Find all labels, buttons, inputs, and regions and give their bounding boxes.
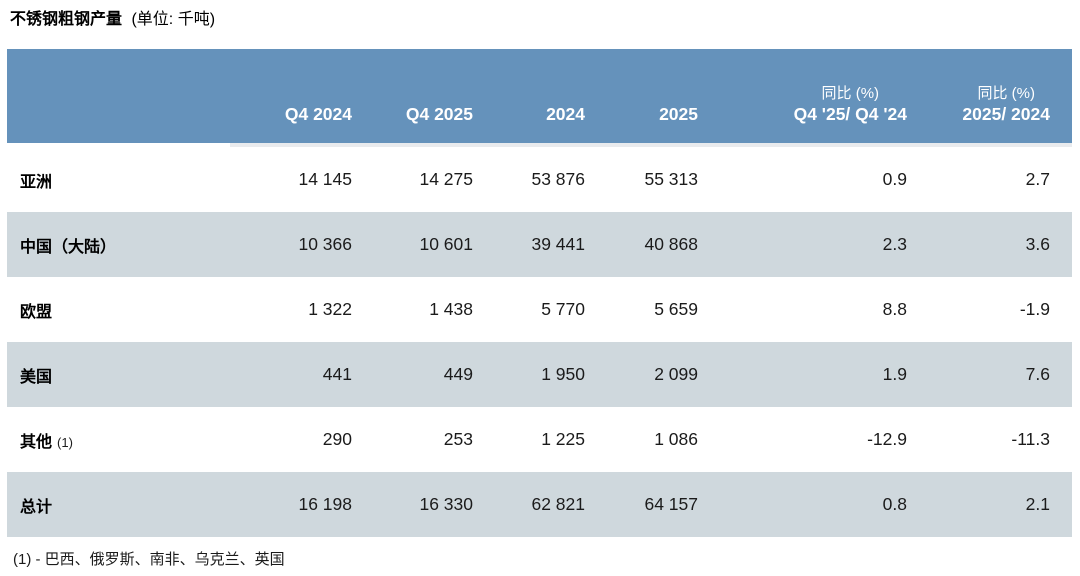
cell-value: 2.3 [720, 212, 929, 277]
row-label-text: 欧盟 [20, 303, 53, 321]
cell-value: 290 [230, 407, 374, 472]
cell-value: 5 770 [495, 277, 607, 342]
cell-value: 2 099 [607, 342, 720, 407]
cell-value: 0.9 [720, 147, 929, 212]
row-label: 欧盟 [7, 277, 230, 342]
cell-value: 3.6 [929, 212, 1072, 277]
row-label: 总计 [7, 472, 230, 537]
title-main: 不锈钢粗钢产量 [10, 11, 123, 28]
cell-value: -1.9 [929, 277, 1072, 342]
cell-value: 1 438 [374, 277, 495, 342]
cell-value: 5 659 [607, 277, 720, 342]
column-header-2025: 2025 [607, 49, 720, 147]
cell-value: 40 868 [607, 212, 720, 277]
table-row-total: 总计 16 198 16 330 62 821 64 157 0.8 2.1 [7, 472, 1072, 537]
yoy-year-header-lines: 同比 (%) 2025/ 2024 [962, 85, 1050, 126]
cell-value: 8.8 [720, 277, 929, 342]
row-label: 其他 (1) [7, 407, 230, 472]
cell-value: 1 322 [230, 277, 374, 342]
yoy-quarter-header-lines: 同比 (%) Q4 '25/ Q4 '24 [794, 85, 907, 126]
cell-value: 1 225 [495, 407, 607, 472]
cell-value: 62 821 [495, 472, 607, 537]
cell-value: 449 [374, 342, 495, 407]
cell-value: 39 441 [495, 212, 607, 277]
page-title: 不锈钢粗钢产量 (单位: 千吨) [10, 9, 215, 31]
cell-value: 14 275 [374, 147, 495, 212]
cell-value: 1 086 [607, 407, 720, 472]
table-row-china-mainland: 中国（大陆） 10 366 10 601 39 441 40 868 2.3 3… [7, 212, 1072, 277]
column-header-yoy-year: 同比 (%) 2025/ 2024 [929, 49, 1072, 147]
production-table: Q4 2024 Q4 2025 2024 2025 同比 (%) Q4 '25/… [7, 49, 1072, 537]
row-label-text: 美国 [20, 368, 53, 386]
row-label-text: 其他 [20, 433, 53, 451]
yoy-year-line2: 2025/ 2024 [962, 104, 1050, 125]
row-label: 亚洲 [7, 147, 230, 212]
row-label-note: (1) [57, 434, 73, 450]
row-label-text: 中国（大陆） [20, 238, 117, 256]
table-header: Q4 2024 Q4 2025 2024 2025 同比 (%) Q4 '25/… [7, 49, 1072, 147]
cell-value: 1 950 [495, 342, 607, 407]
column-header-q4-2025: Q4 2025 [374, 49, 495, 147]
yoy-quarter-line2: Q4 '25/ Q4 '24 [793, 104, 907, 125]
cell-value: 64 157 [607, 472, 720, 537]
yoy-quarter-line1: 同比 (%) [821, 85, 880, 103]
cell-value: 53 876 [495, 147, 607, 212]
cell-value: 10 601 [374, 212, 495, 277]
cell-value: 16 330 [374, 472, 495, 537]
column-header-2024: 2024 [495, 49, 607, 147]
cell-value: -12.9 [720, 407, 929, 472]
cell-value: 1.9 [720, 342, 929, 407]
cell-value: 0.8 [720, 472, 929, 537]
cell-value: 2.7 [929, 147, 1072, 212]
cell-value: 16 198 [230, 472, 374, 537]
row-label-text: 总计 [20, 498, 53, 516]
column-header-q4-2024: Q4 2024 [230, 49, 374, 147]
cell-value: 7.6 [929, 342, 1072, 407]
cell-value: 2.1 [929, 472, 1072, 537]
table-row-eu: 欧盟 1 322 1 438 5 770 5 659 8.8 -1.9 [7, 277, 1072, 342]
table-row-asia: 亚洲 14 145 14 275 53 876 55 313 0.9 2.7 [7, 147, 1072, 212]
yoy-year-line1: 同比 (%) [977, 85, 1035, 103]
cell-value: 55 313 [607, 147, 720, 212]
table-body: 亚洲 14 145 14 275 53 876 55 313 0.9 2.7 中… [7, 147, 1072, 537]
cell-value: 14 145 [230, 147, 374, 212]
cell-value: -11.3 [929, 407, 1072, 472]
row-label: 中国（大陆） [7, 212, 230, 277]
cell-value: 253 [374, 407, 495, 472]
cell-value: 10 366 [230, 212, 374, 277]
column-header-yoy-quarter: 同比 (%) Q4 '25/ Q4 '24 [720, 49, 929, 147]
table-row-others: 其他 (1) 290 253 1 225 1 086 -12.9 -11.3 [7, 407, 1072, 472]
title-unit: (单位: 千吨) [131, 11, 216, 28]
cell-value: 441 [230, 342, 374, 407]
column-header-region [7, 49, 230, 147]
row-label-text: 亚洲 [20, 173, 53, 191]
table-row-usa: 美国 441 449 1 950 2 099 1.9 7.6 [7, 342, 1072, 407]
footnote: (1) - 巴西、俄罗斯、南非、乌克兰、英国 [13, 551, 285, 568]
row-label: 美国 [7, 342, 230, 407]
